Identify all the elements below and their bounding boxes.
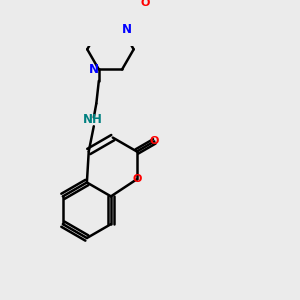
Text: NH: NH bbox=[82, 113, 103, 126]
Text: O: O bbox=[150, 136, 159, 146]
Text: O: O bbox=[140, 0, 149, 8]
Text: O: O bbox=[132, 174, 142, 184]
Text: N: N bbox=[89, 63, 99, 76]
Text: N: N bbox=[122, 23, 132, 36]
